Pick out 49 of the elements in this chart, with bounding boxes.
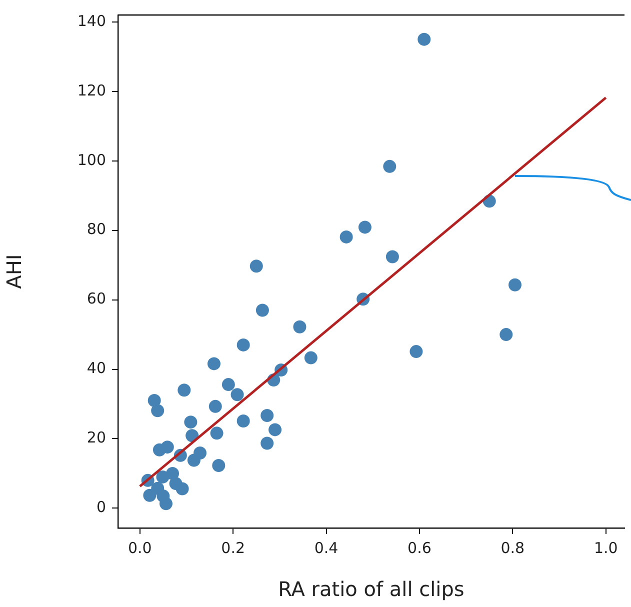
point [304, 351, 318, 364]
y-tick-label: 140 [77, 12, 106, 30]
point [210, 426, 224, 440]
point [156, 490, 170, 503]
point [256, 304, 269, 317]
y-tick-label: 60 [86, 290, 106, 308]
point [187, 454, 200, 467]
point [340, 230, 353, 244]
y-axis-title: AHI [2, 254, 26, 289]
point [143, 488, 156, 502]
point [358, 220, 372, 234]
point [156, 470, 170, 484]
point [418, 32, 431, 46]
point [383, 160, 396, 173]
point [236, 338, 250, 352]
point [293, 320, 306, 334]
y-tick-label: 120 [77, 81, 106, 100]
x-tick-label: 0.2 [221, 538, 246, 557]
point [250, 260, 263, 273]
y-tick-label: 0 [96, 498, 106, 516]
point [208, 400, 222, 413]
x-axis-title: RA ratio of all clips [278, 577, 464, 602]
x-tick-label: 0.0 [128, 538, 152, 557]
point [236, 414, 250, 428]
x-tick-label: 0.8 [500, 538, 525, 557]
y-tick-label: 100 [77, 150, 106, 169]
point [268, 423, 282, 436]
point [222, 378, 235, 392]
point [151, 404, 164, 418]
y-tick-label: 40 [86, 359, 106, 378]
point [230, 388, 244, 402]
point [212, 458, 226, 472]
point [500, 328, 513, 342]
y-tick-label: 20 [86, 428, 106, 447]
point [207, 357, 220, 370]
x-tick-label: 0.4 [314, 538, 338, 557]
point [169, 477, 182, 490]
point [260, 408, 274, 422]
point [508, 278, 522, 292]
point [184, 416, 198, 429]
y-tick-label: 80 [86, 220, 106, 238]
x-tick-label: 1.0 [594, 538, 618, 557]
point [260, 436, 274, 450]
point [178, 384, 191, 397]
x-tick-label: 0.6 [408, 538, 432, 557]
point [410, 345, 423, 358]
point [148, 394, 161, 408]
point [386, 250, 399, 264]
point [160, 440, 174, 454]
